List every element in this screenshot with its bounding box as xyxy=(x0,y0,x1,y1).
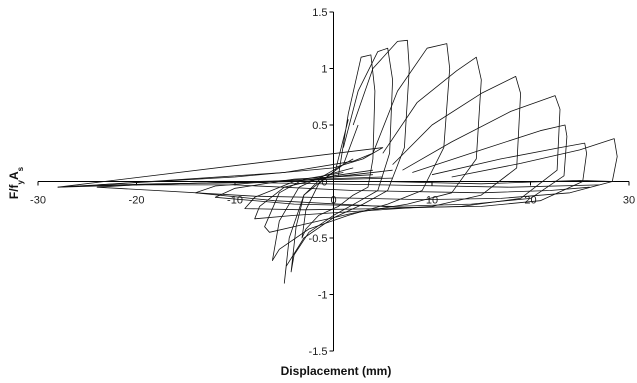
x-tick-label: -20 xyxy=(129,195,145,207)
hysteresis-curve-1 xyxy=(301,54,376,239)
hysteresis-curve-9 xyxy=(195,142,587,208)
y-axis-title-subscript: s xyxy=(16,166,25,171)
y-tick-label: -0.5 xyxy=(309,233,328,245)
y-axis-title: F/fyAs xyxy=(7,166,25,199)
hysteresis-curve-8 xyxy=(214,124,568,207)
y-axis-title-subscript: y xyxy=(16,179,25,184)
y-axis-title-part: F/f xyxy=(7,183,21,199)
y-axis-title-text: F/fyAs xyxy=(7,166,25,199)
hysteresis-curve-14 xyxy=(77,182,600,188)
y-tick-label: 0.5 xyxy=(312,120,327,132)
hysteresis-curve-4 xyxy=(272,43,451,261)
hysteresis-curve-15 xyxy=(116,184,590,194)
y-axis-title-part: A xyxy=(7,171,21,180)
y-tick-label: -1 xyxy=(318,290,328,302)
hysteresis-curve-3 xyxy=(283,39,410,284)
y-tick-label: 1.5 xyxy=(312,7,327,19)
plot-area xyxy=(37,11,630,352)
x-tick-label: -30 xyxy=(30,195,46,207)
hysteresis-curve-12 xyxy=(97,152,374,186)
y-tick-labels: 1.5 1 0.5 0 -0.5 -1 -1.5 xyxy=(309,7,328,358)
x-axis-title: Displacement (mm) xyxy=(281,364,392,378)
x-tick-label: 10 xyxy=(426,195,438,207)
hysteresis-curve-6 xyxy=(254,76,521,220)
hysteresis-curve-5 xyxy=(264,56,482,233)
y-tick-label: 1 xyxy=(321,64,327,76)
hysteresis-curve-2 xyxy=(290,47,393,273)
y-tick-label: 0 xyxy=(321,177,327,189)
x-tick-label: 20 xyxy=(524,195,536,207)
x-tick-label: 30 xyxy=(623,195,635,207)
y-tick-label: -1.5 xyxy=(309,346,328,358)
